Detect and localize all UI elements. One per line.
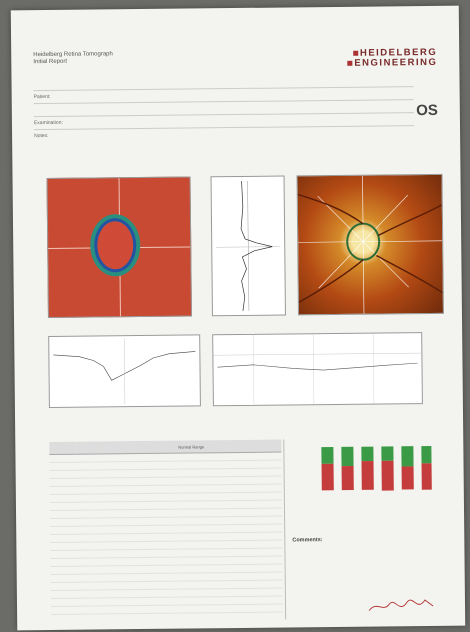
fundus-overlay (298, 175, 443, 315)
grid-line (313, 334, 314, 404)
eye-label: OS (416, 102, 438, 119)
report-page: Heidelberg Retina Tomograph Initial Repo… (11, 6, 465, 631)
contour-line-plot (212, 332, 423, 406)
profile-curve (241, 181, 273, 311)
info-label: Examination: (34, 119, 94, 126)
report-title: Heidelberg Retina Tomograph Initial Repo… (33, 51, 113, 66)
grid-line (253, 335, 254, 405)
info-value (94, 93, 414, 96)
info-row: Notes: (34, 125, 414, 142)
sector-bar-green (361, 447, 373, 462)
fundus-line-h (298, 241, 442, 243)
vessels (298, 193, 443, 303)
sector-bar-green (401, 446, 413, 466)
sector-bar-red (362, 461, 374, 490)
patient-info-block: Patient: Examination: Notes: (34, 86, 415, 142)
topography-image (47, 176, 192, 318)
sector-bar-red (342, 466, 354, 490)
center-marker (124, 338, 125, 404)
height-profile-plot (48, 334, 201, 408)
rim-contour (94, 218, 137, 272)
heidelberg-logo: HEIDELBERG ENGINEERING (327, 48, 437, 69)
sector-bar-red (382, 461, 394, 491)
contour-curve (217, 363, 417, 371)
sector-bar-red (322, 464, 334, 491)
info-label: Patient: (34, 93, 94, 100)
sector-bar-green (381, 446, 393, 461)
info-label: Notes: (34, 132, 94, 139)
profile-axis (248, 181, 249, 311)
stereometric-table: Normal Range (49, 440, 283, 615)
report-title-line1: Heidelberg Retina Tomograph (33, 51, 113, 59)
sector-bar-green (421, 446, 432, 463)
depth-profile-plot (211, 176, 286, 317)
logo-line2: ENGINEERING (354, 57, 437, 69)
comments-title: Comments: (292, 537, 322, 543)
report-title-line2: Initial Report (33, 58, 113, 66)
fundus-line-v (363, 176, 364, 314)
grid-line (373, 334, 374, 404)
table-header-value (75, 441, 101, 454)
fundus-line-d2 (318, 195, 409, 288)
info-value (94, 119, 414, 122)
sector-bar-red (422, 463, 432, 490)
signature (367, 592, 437, 617)
info-value (94, 106, 414, 109)
moorfields-bar-chart (291, 442, 432, 499)
info-label (34, 109, 94, 110)
sector-bar-red (402, 466, 414, 489)
fundus-image (297, 174, 444, 316)
sector-bar-green (321, 447, 333, 464)
grid-line (213, 353, 421, 355)
table-row (51, 604, 283, 614)
info-value (94, 132, 414, 135)
sector-bar-green (341, 447, 353, 466)
table-header-parameter (49, 442, 75, 455)
